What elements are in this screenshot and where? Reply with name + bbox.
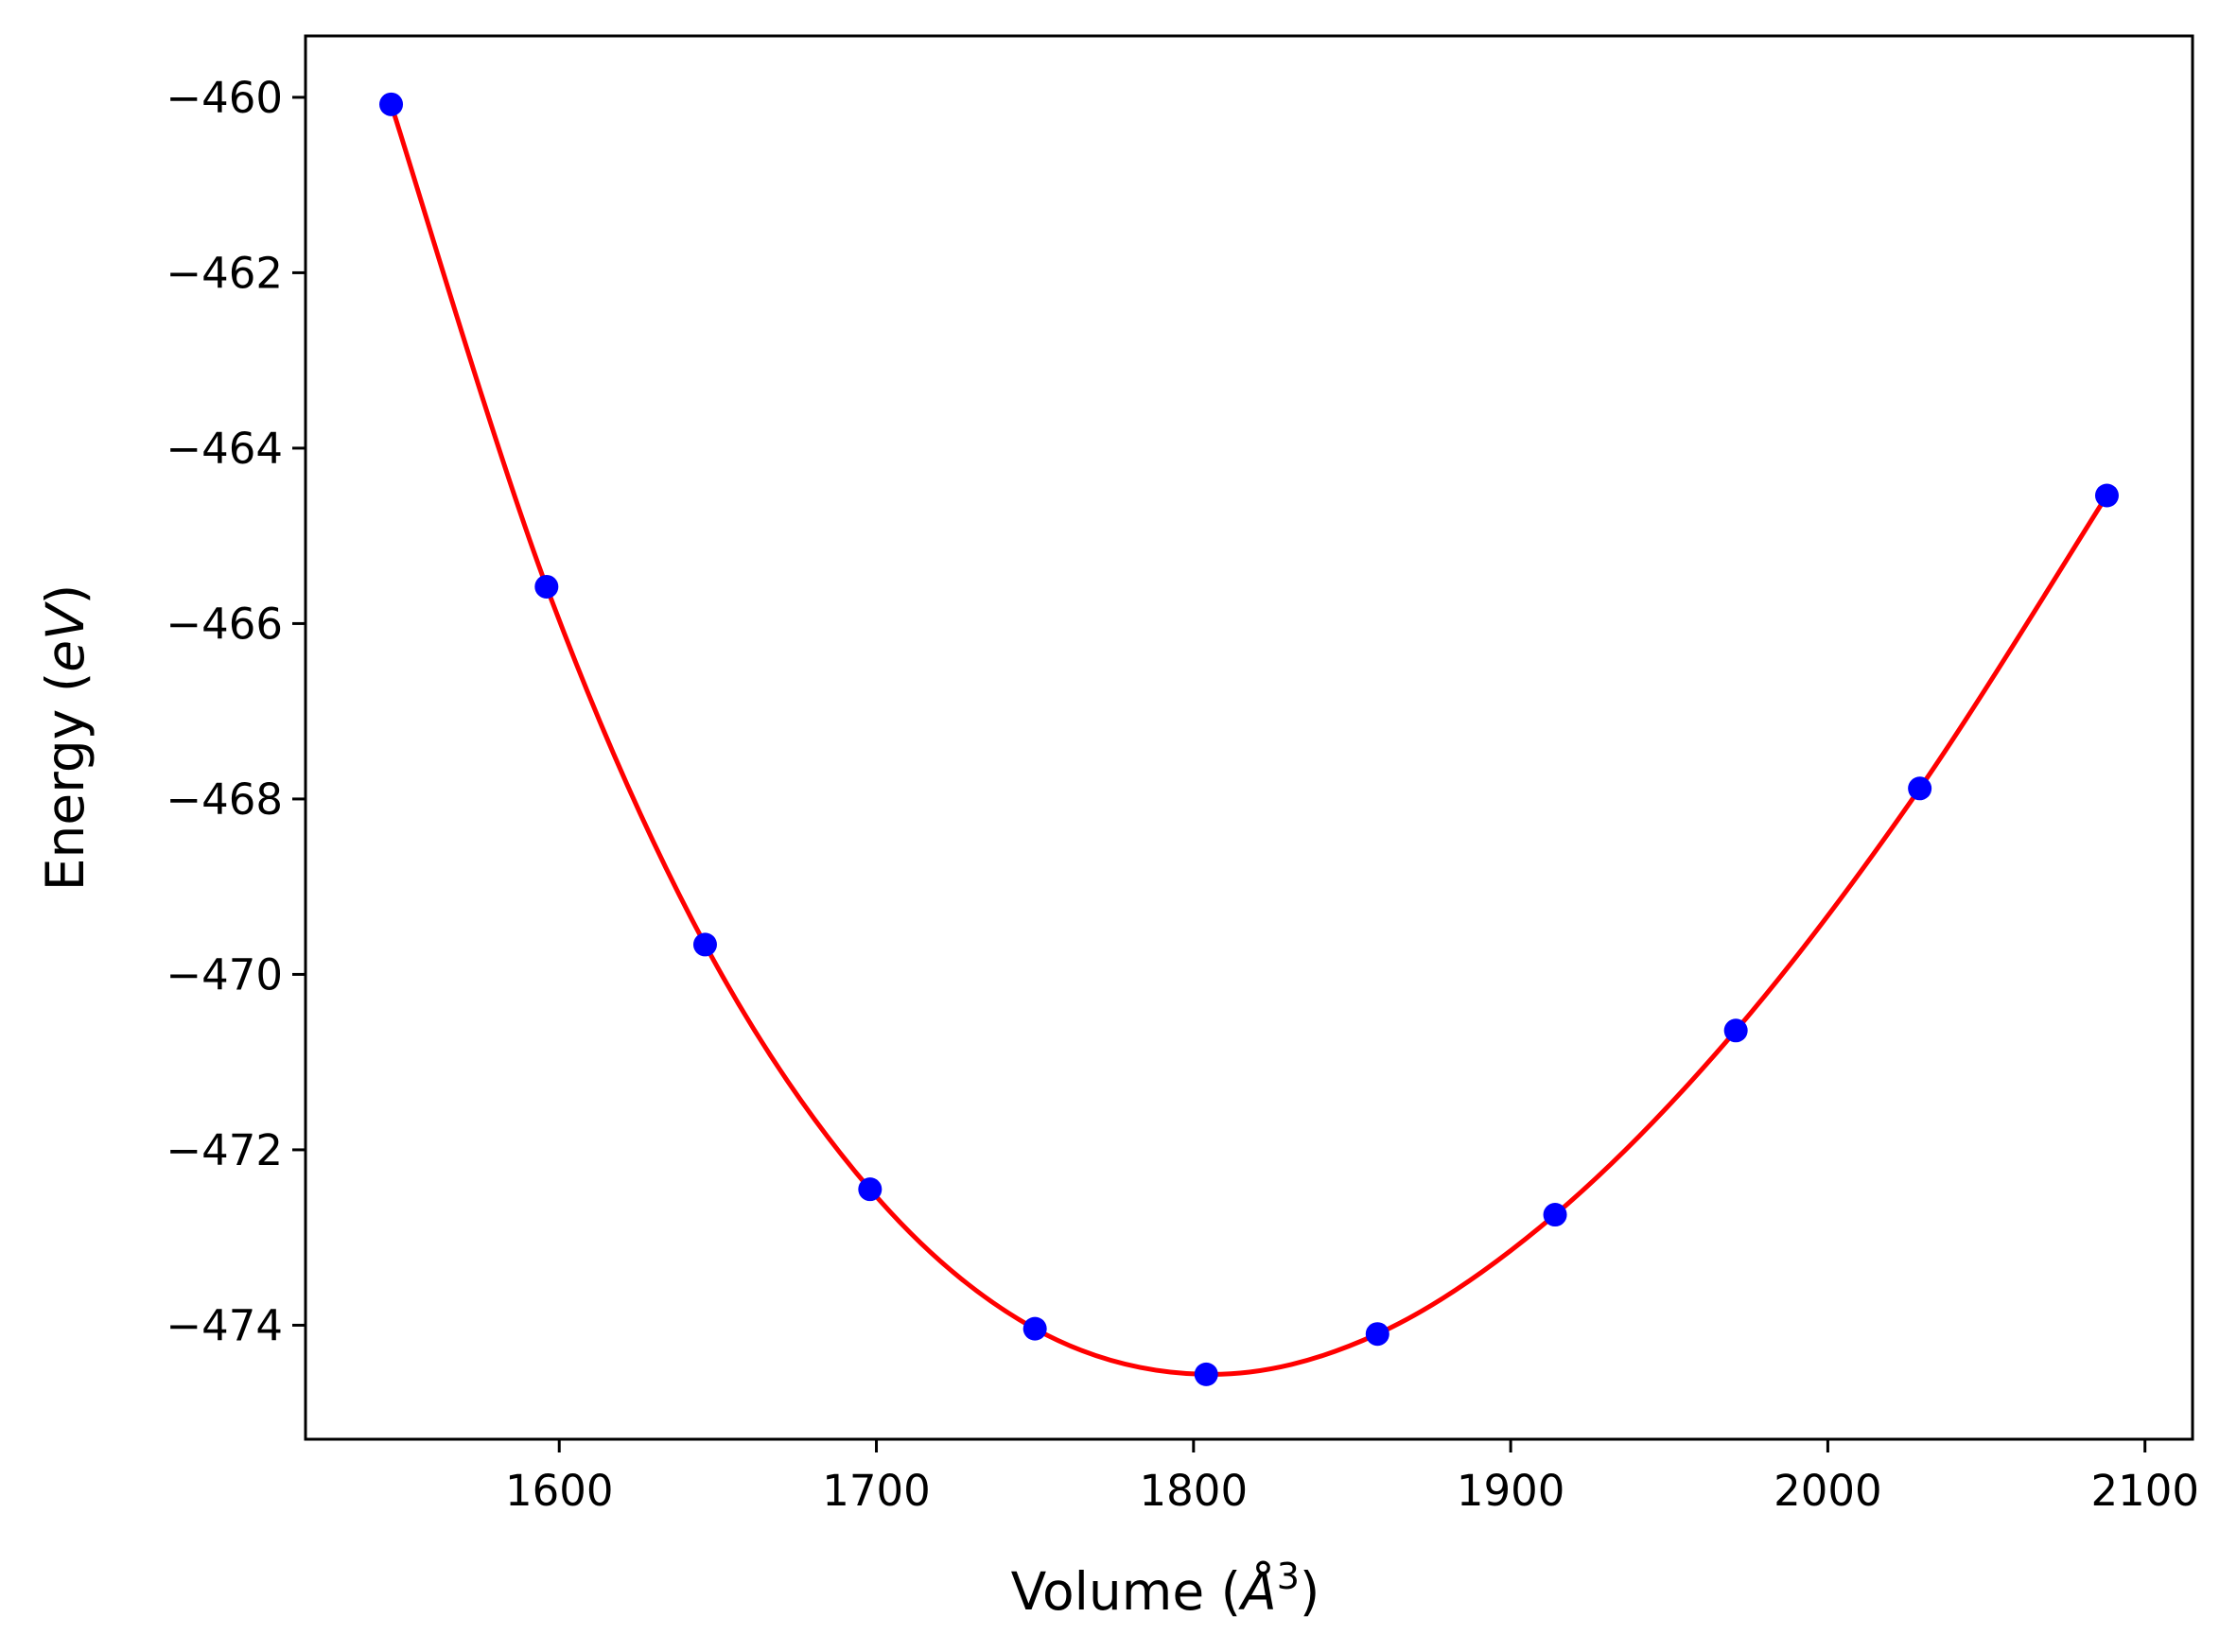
y-tick-label: −470 <box>166 949 283 1000</box>
x-axis-label: Volume (Å3) <box>1011 1556 1320 1622</box>
x-tick-label: 1600 <box>505 1466 614 1516</box>
y-tick-label: −468 <box>166 774 283 825</box>
x-tick-label: 1800 <box>1140 1466 1249 1516</box>
data-point <box>534 574 559 599</box>
data-point <box>1022 1316 1047 1341</box>
data-point <box>379 92 404 116</box>
plot-frame <box>304 34 2194 1441</box>
x-tick-label: 1900 <box>1457 1466 1565 1516</box>
fit-curve-layer <box>389 103 2109 1377</box>
y-tick-label: −464 <box>166 424 283 474</box>
fit-curve-line <box>389 103 2109 1377</box>
data-point <box>858 1177 883 1202</box>
data-point <box>1723 1018 1748 1043</box>
y-tick-label: −460 <box>166 73 283 123</box>
x-tick-label: 1700 <box>822 1466 931 1516</box>
data-point <box>2094 483 2119 508</box>
data-point <box>692 932 717 957</box>
x-tick-label: 2000 <box>1774 1466 1882 1516</box>
y-tick-label: −466 <box>166 599 283 649</box>
data-point <box>1543 1203 1567 1227</box>
x-tick-label: 2100 <box>2090 1466 2199 1516</box>
y-axis: −460 −462 −464 −466 −468 −470 −472 −474 <box>166 73 306 1350</box>
data-point <box>1365 1322 1389 1347</box>
y-tick-label: −472 <box>166 1125 283 1175</box>
y-tick-label: −474 <box>166 1300 283 1350</box>
y-tick-label: −462 <box>166 248 283 298</box>
y-axis-label: Energy (eV) <box>35 584 96 891</box>
data-points-layer <box>379 92 2119 1386</box>
data-point <box>1908 776 1932 801</box>
data-point <box>1194 1362 1218 1386</box>
x-axis: 1600 1700 1800 1900 2000 2100 <box>505 1439 2199 1516</box>
